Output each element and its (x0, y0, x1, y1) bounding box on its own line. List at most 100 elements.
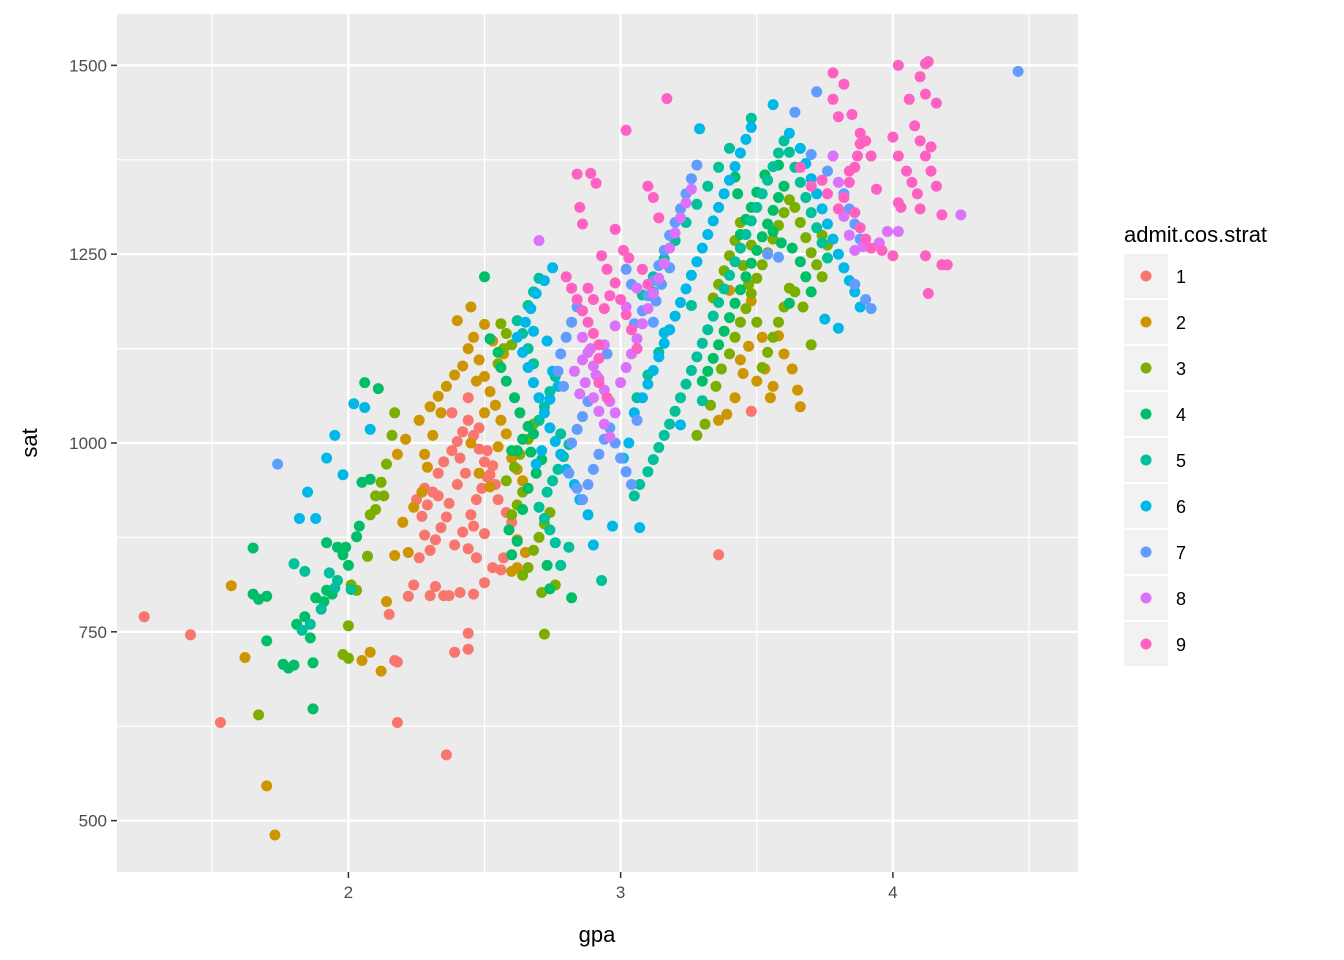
data-point (462, 343, 474, 355)
data-point (876, 244, 888, 256)
data-point (590, 177, 602, 189)
data-point (503, 524, 515, 536)
data-point (925, 165, 937, 177)
data-point (675, 212, 686, 224)
data-point (707, 215, 719, 227)
data-point (261, 590, 273, 602)
data-point (715, 363, 727, 375)
data-point (756, 259, 768, 271)
data-point (778, 180, 790, 192)
data-point (647, 192, 659, 203)
data-point (555, 428, 567, 440)
data-point (413, 414, 425, 426)
data-point (408, 579, 420, 591)
data-point (794, 217, 806, 228)
data-point (685, 173, 697, 185)
data-point (816, 203, 828, 215)
data-point (304, 618, 316, 630)
series-3 (253, 194, 833, 721)
data-point (468, 588, 480, 600)
data-point (421, 461, 433, 473)
data-point (762, 248, 774, 260)
data-point (389, 550, 401, 561)
data-point (615, 452, 627, 464)
data-point (734, 316, 746, 328)
data-point (623, 437, 635, 449)
data-point (903, 93, 915, 105)
data-point (400, 433, 412, 445)
data-point (342, 652, 354, 664)
data-point (465, 509, 477, 521)
data-point (359, 377, 371, 389)
data-point (536, 445, 548, 457)
data-point (541, 486, 553, 498)
data-point (563, 467, 575, 479)
data-point (571, 423, 583, 435)
data-point (547, 262, 559, 274)
data-point (593, 377, 605, 389)
data-point (541, 335, 553, 347)
data-point (525, 303, 537, 315)
data-point (743, 340, 755, 352)
data-point (794, 176, 806, 188)
data-point (582, 479, 594, 490)
data-point (827, 150, 839, 162)
data-point (634, 522, 646, 534)
data-point (713, 297, 725, 308)
data-point (440, 749, 452, 761)
data-point (522, 562, 534, 574)
data-point (707, 352, 719, 364)
data-point (293, 513, 305, 524)
data-point (416, 510, 428, 522)
data-point (538, 628, 550, 640)
data-point (756, 188, 768, 200)
data-point (664, 418, 676, 430)
data-point (443, 497, 455, 509)
data-point (457, 426, 469, 438)
data-point (745, 288, 757, 299)
data-point (745, 257, 757, 269)
data-point (473, 354, 485, 366)
data-point (185, 629, 196, 641)
data-point (345, 584, 357, 595)
data-point (356, 655, 368, 666)
data-point (538, 513, 550, 524)
data-point (800, 271, 812, 283)
data-point (881, 226, 893, 237)
data-point (843, 229, 855, 241)
x-tick-label: 2 (344, 883, 353, 902)
data-point (838, 192, 850, 203)
data-point (574, 388, 586, 400)
data-point (332, 541, 343, 553)
data-point (607, 520, 618, 532)
data-point (538, 275, 550, 287)
data-point (631, 343, 643, 355)
data-point (658, 257, 670, 269)
data-point (699, 418, 711, 430)
data-point (702, 229, 714, 240)
data-point (846, 109, 858, 120)
data-point (786, 242, 798, 254)
data-point (577, 411, 588, 423)
data-point (729, 392, 741, 404)
data-point (620, 466, 632, 478)
data-point (596, 250, 608, 262)
data-point (552, 463, 564, 475)
data-point (647, 288, 659, 299)
data-point (734, 284, 746, 296)
data-point (517, 504, 529, 515)
data-point (353, 520, 365, 532)
data-point (544, 422, 556, 434)
data-point (348, 398, 360, 410)
data-point (247, 542, 259, 554)
data-point (558, 380, 569, 392)
data-point (479, 371, 490, 382)
data-point (636, 392, 648, 404)
legend-marker-8 (1140, 592, 1152, 604)
data-point (323, 567, 335, 579)
data-point (495, 564, 507, 576)
x-axis: 2 3 4 (344, 872, 898, 902)
data-point (604, 290, 616, 302)
data-point (789, 201, 801, 213)
data-point (838, 262, 850, 274)
